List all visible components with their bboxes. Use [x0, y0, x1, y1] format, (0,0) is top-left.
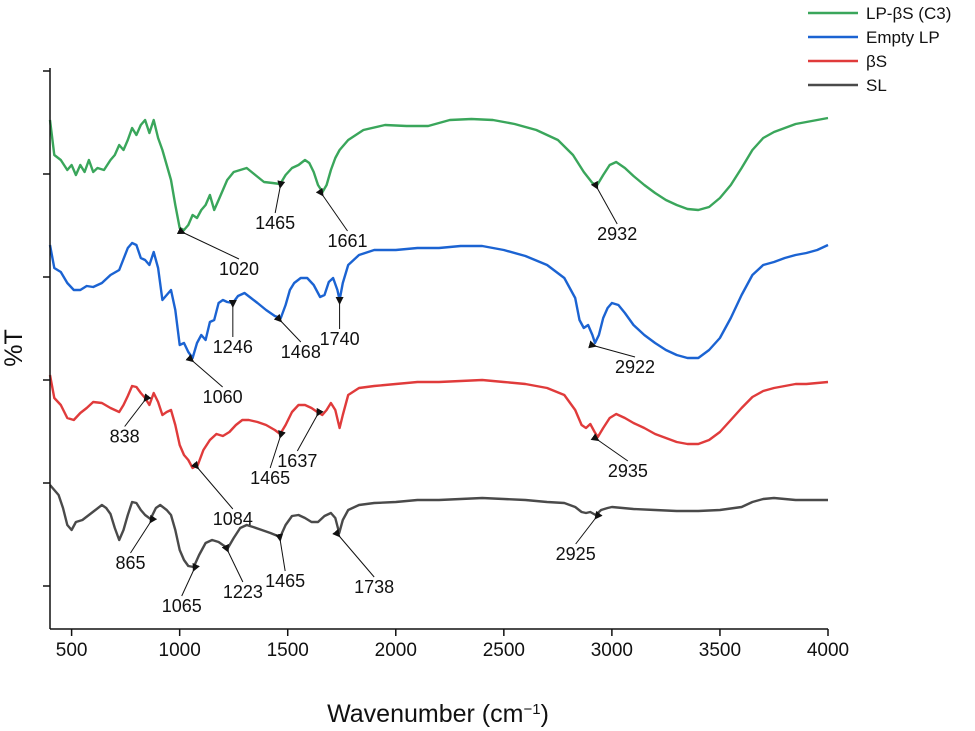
annotation-label: 1740	[320, 329, 360, 349]
annotation-arrow	[176, 226, 240, 260]
annotation-arrow	[296, 407, 324, 452]
x-axis-title-suffix: )	[541, 700, 549, 728]
annotation-arrow	[130, 514, 158, 554]
annotation-arrow	[181, 562, 200, 597]
annotation-arrow	[275, 533, 286, 572]
annotation-label: 1020	[219, 259, 259, 279]
annotation-arrow	[273, 313, 302, 343]
legend-label-sl: SL	[866, 76, 887, 95]
annotation-label: 1223	[223, 582, 263, 602]
x-axis-title: Wavenumber (cm−1)	[327, 700, 549, 728]
x-tick-label: 4000	[807, 640, 849, 661]
annotation-label: 1468	[281, 342, 321, 362]
plot-area	[48, 116, 829, 569]
annotation-label: 1084	[213, 509, 253, 529]
legend: LP-βS (C3) Empty LP βS SL	[808, 4, 951, 95]
x-axis-title-superscript: −1	[523, 701, 540, 718]
annotation-label: 2935	[608, 461, 648, 481]
annotation-arrow	[332, 528, 375, 578]
annotation-arrow	[274, 180, 286, 214]
annotation-arrow	[124, 393, 152, 427]
legend-label-lp-betas-c3: LP-βS (C3)	[866, 4, 951, 23]
annotation-label: 1060	[203, 387, 243, 407]
legend-label-empty-lp: Empty LP	[866, 28, 940, 47]
legend-label-betas: βS	[866, 52, 887, 71]
annotation-label: 1465	[255, 213, 295, 233]
x-tick-label: 3500	[699, 640, 741, 661]
annotation-label: 1246	[213, 337, 253, 357]
x-tick-label: 1500	[267, 640, 309, 661]
annotation-label: 2925	[556, 544, 596, 564]
x-tick-label: 2000	[375, 640, 417, 661]
annotation-label: 2922	[615, 357, 655, 377]
x-axis-title-main: Wavenumber (cm	[327, 700, 523, 728]
y-ticks	[43, 70, 50, 587]
annotation-label: 1065	[162, 596, 202, 616]
annotation-arrow	[190, 460, 234, 510]
annotation-arrow	[590, 433, 629, 462]
annotation-label: 1465	[265, 571, 305, 591]
y-axis-title: %T	[0, 329, 28, 367]
annotation-label: 838	[110, 427, 140, 447]
series-line-lp-betas-c3	[48, 116, 829, 232]
annotation-label: 1465	[250, 468, 290, 488]
annotation-label: 865	[115, 553, 145, 573]
series-line-empty-lp	[48, 241, 829, 360]
annotation-arrow	[315, 187, 348, 232]
x-tick-label: 2500	[483, 640, 525, 661]
x-ticks: 500 1000 1500 2000 2500 3000 3500 4000	[56, 629, 849, 661]
annotation-arrow	[221, 543, 244, 583]
x-tick-label: 500	[56, 640, 88, 661]
annotation-label: 1738	[354, 577, 394, 597]
annotation-arrow	[590, 180, 618, 225]
x-tick-label: 1000	[159, 640, 201, 661]
annotation-label: 1637	[277, 451, 317, 471]
x-tick-label: 3000	[591, 640, 633, 661]
annotation-arrow	[269, 430, 286, 469]
annotation-arrow	[185, 354, 223, 388]
series-line-betas	[48, 374, 829, 470]
annotation-label: 1661	[327, 231, 367, 251]
series-line-sl	[49, 484, 828, 569]
annotation-arrow	[588, 340, 636, 358]
annotation-label: 2932	[597, 224, 637, 244]
annotation-arrow	[575, 510, 603, 545]
